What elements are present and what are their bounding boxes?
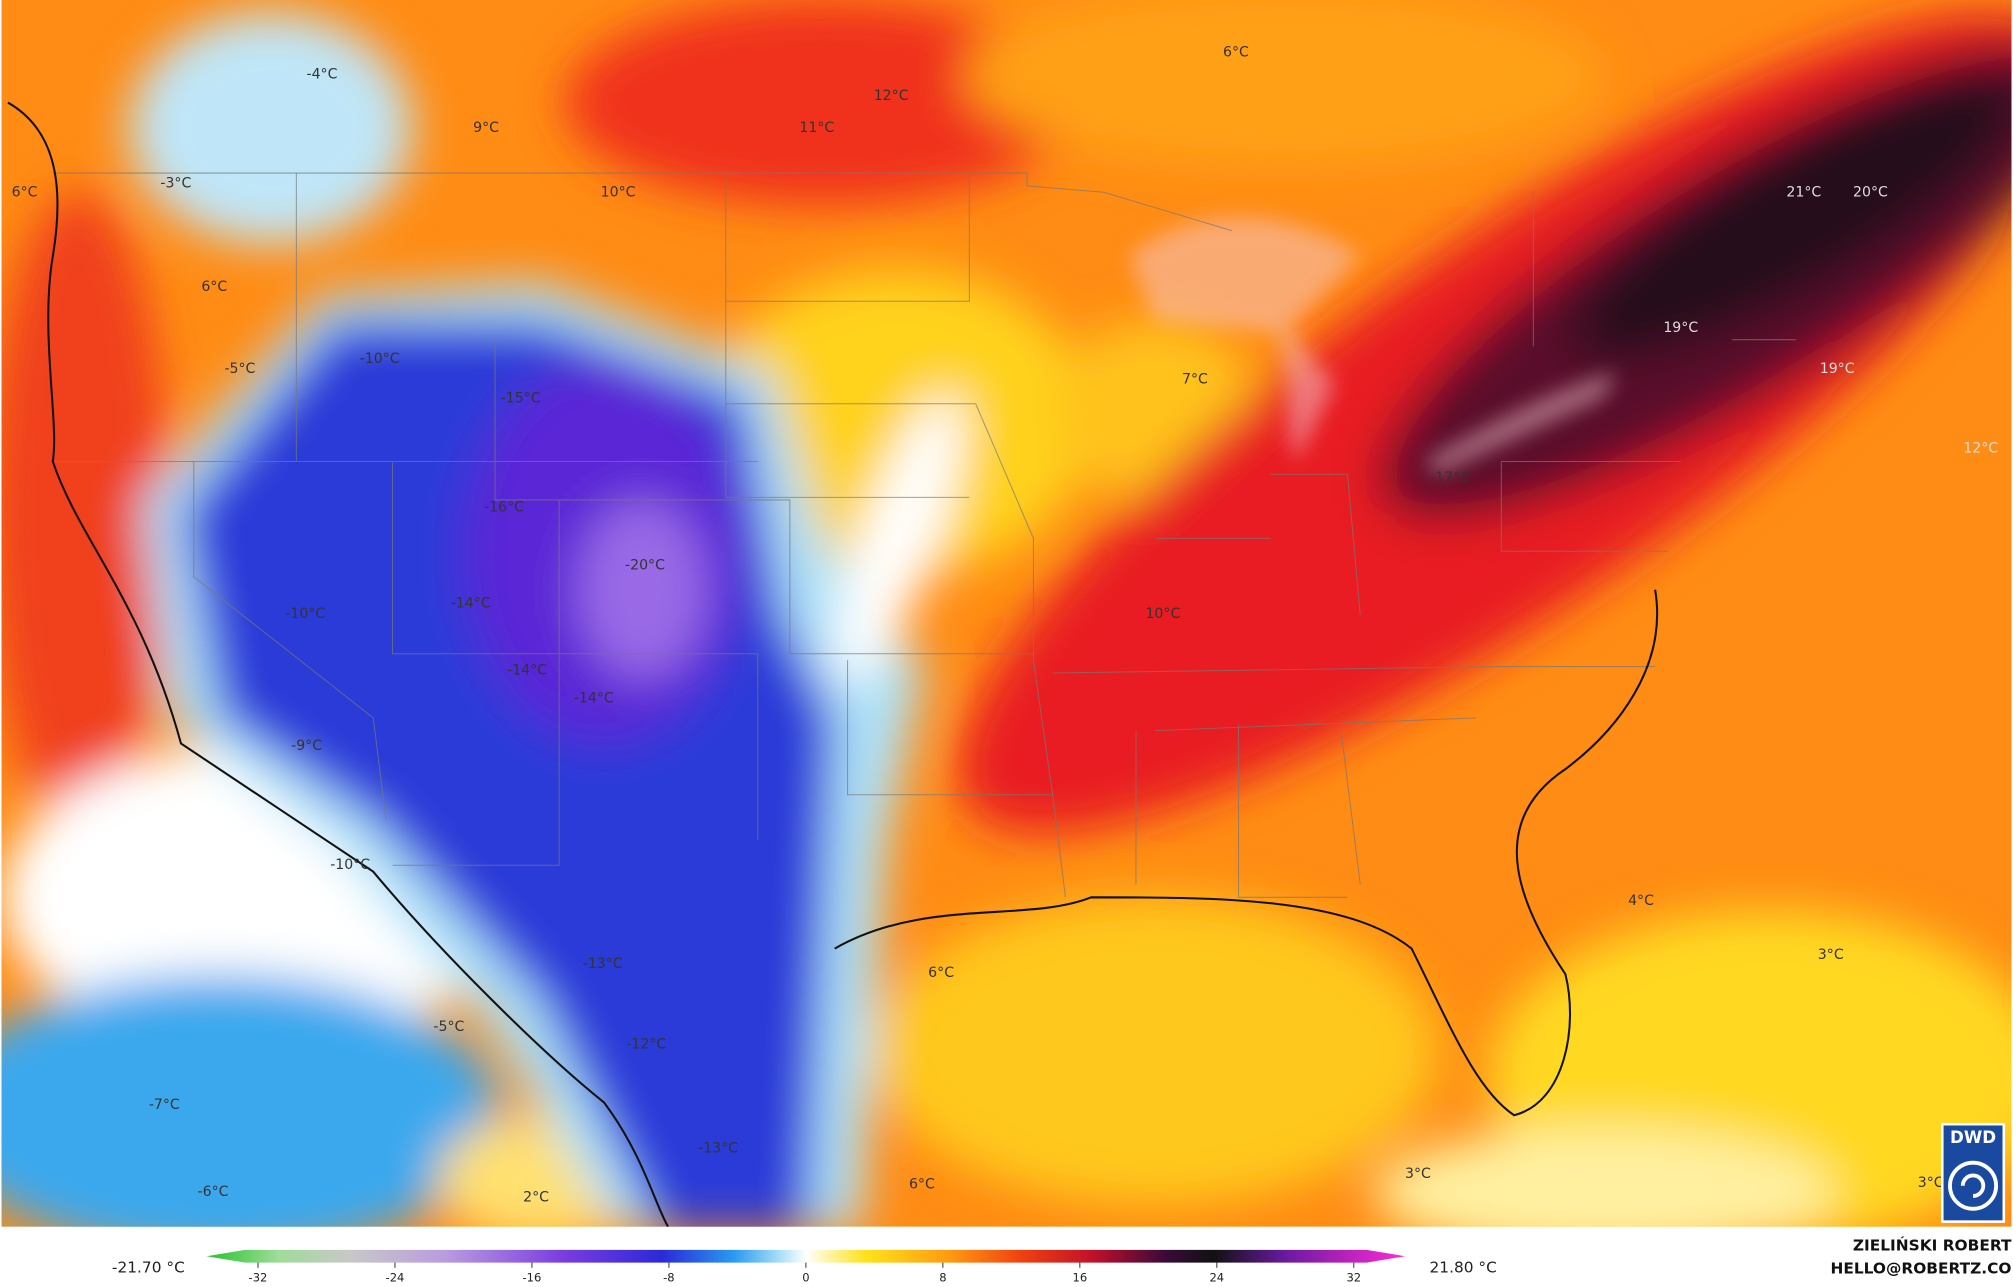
colorbar-tick-label: 24 bbox=[1209, 1271, 1224, 1285]
temperature-label: 3°C bbox=[1818, 947, 1844, 963]
colorbar: -21.70 °C 21.80 °C -32 -24 -16 -8 0 8 16 24 32 bbox=[112, 1249, 1497, 1285]
temperature-label: -15°C bbox=[501, 391, 541, 407]
temperature-label: 6°C bbox=[12, 184, 38, 200]
temperature-label: -9°C bbox=[291, 738, 322, 754]
temperature-label: 9°C bbox=[473, 120, 499, 136]
colorbar-min: -21.70 °C bbox=[112, 1258, 185, 1276]
temperature-label: -14°C bbox=[451, 596, 491, 612]
temperature-label: -5°C bbox=[433, 1019, 464, 1035]
temperature-label: 6°C bbox=[909, 1176, 935, 1192]
colorbar-tick-label: 8 bbox=[939, 1271, 946, 1285]
temperature-label: -7°C bbox=[149, 1097, 180, 1113]
temperature-label: -4°C bbox=[307, 66, 338, 82]
temperature-label: -13°C bbox=[698, 1141, 738, 1157]
temperature-label: 2°C bbox=[523, 1189, 549, 1205]
credit-email: HELLO@ROBERTZ.CO bbox=[1831, 1260, 2012, 1278]
temperature-label: -5°C bbox=[224, 361, 255, 377]
temperature-label: 6°C bbox=[928, 965, 954, 981]
temperature-label: 3°C bbox=[1918, 1175, 1944, 1191]
colorbar-max: 21.80 °C bbox=[1430, 1258, 1497, 1276]
colorbar-bar bbox=[206, 1249, 1406, 1263]
temperature-label: 12°C bbox=[874, 88, 909, 104]
temperature-label: 3°C bbox=[1405, 1166, 1431, 1182]
colorbar-tick-label: -16 bbox=[523, 1271, 542, 1285]
credit-name: ZIELIŃSKI ROBERT bbox=[1853, 1235, 2012, 1254]
temperature-label: -3°C bbox=[160, 175, 191, 191]
colorbar-tick-label: 0 bbox=[802, 1271, 809, 1285]
temperature-label: -10°C bbox=[330, 857, 370, 873]
colorbar-tick-label: -24 bbox=[386, 1271, 405, 1285]
temperature-label: -16°C bbox=[484, 500, 524, 516]
temperature-label: -20°C bbox=[625, 557, 665, 573]
temperature-label: 10°C bbox=[601, 184, 636, 200]
temperature-label: 10°C bbox=[1145, 606, 1180, 622]
map: -4°C 9°C 12°C 11°C 6°C -3°C 6°C 10°C 21°C 20°C 6°C… bbox=[1, 0, 2012, 1227]
temperature-label: 12°C bbox=[1963, 441, 1998, 457]
colorbar-tick-label: 32 bbox=[1346, 1271, 1361, 1285]
colorbar-tick-label: -32 bbox=[249, 1271, 268, 1285]
temperature-label: 21°C bbox=[1786, 184, 1821, 200]
temperature-labels: -4°C 9°C 12°C 11°C 6°C -3°C 6°C 10°C 21°C 20°C 6°C… bbox=[12, 45, 1999, 1206]
temperature-label: 6°C bbox=[201, 279, 227, 295]
colorbar-tick-label: -8 bbox=[663, 1271, 674, 1285]
temperature-label: 4°C bbox=[1628, 893, 1654, 909]
temperature-label: 19°C bbox=[1820, 361, 1855, 377]
colorbar-tick-label: 16 bbox=[1073, 1271, 1088, 1285]
temperature-label: 6°C bbox=[1223, 45, 1249, 61]
temperature-label: -6°C bbox=[198, 1184, 229, 1200]
temperature-label: 7°C bbox=[1182, 371, 1208, 387]
logo-text: DWD bbox=[1950, 1128, 1996, 1147]
temperature-label: -12°C bbox=[626, 1037, 666, 1053]
temperature-label: 19°C bbox=[1663, 320, 1698, 336]
temperature-label: -14°C bbox=[507, 662, 547, 678]
temperature-label: -17°C bbox=[1430, 470, 1470, 486]
temperature-label: -10°C bbox=[360, 351, 400, 367]
temperature-label: -13°C bbox=[583, 956, 623, 972]
boundaries bbox=[7, 101, 1797, 1227]
temperature-label: -14°C bbox=[574, 691, 614, 707]
temperature-label: -10°C bbox=[285, 606, 325, 622]
temperature-label: 11°C bbox=[799, 120, 834, 136]
temperature-label: 20°C bbox=[1853, 184, 1888, 200]
dwd-logo: DWD bbox=[1940, 1122, 2006, 1223]
